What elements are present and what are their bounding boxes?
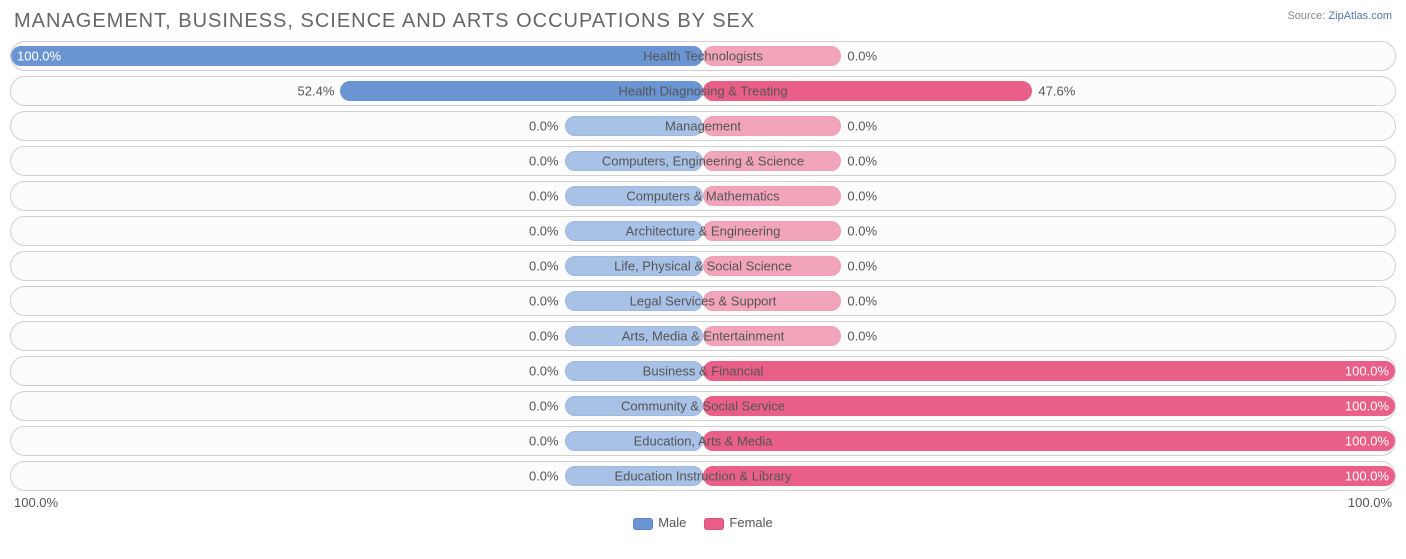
source-label: Source: <box>1287 10 1325 22</box>
female-bar <box>703 256 841 276</box>
source-attribution: Source: ZipAtlas.com <box>1287 10 1392 22</box>
chart-row: 0.0%100.0%Community & Social Service <box>10 391 1396 421</box>
female-bar <box>703 81 1032 101</box>
male-bar <box>565 256 703 276</box>
female-bar <box>703 361 1395 381</box>
chart-row: 0.0%100.0%Education Instruction & Librar… <box>10 461 1396 491</box>
male-bar <box>565 466 703 486</box>
female-value-label: 100.0% <box>1345 364 1389 379</box>
female-value-label: 100.0% <box>1345 469 1389 484</box>
legend-male-swatch <box>633 518 653 530</box>
male-value-label: 0.0% <box>529 364 559 379</box>
male-bar <box>565 221 703 241</box>
chart-row: 0.0%0.0%Arts, Media & Entertainment <box>10 321 1396 351</box>
legend-female: Female <box>704 515 772 530</box>
male-bar <box>565 151 703 171</box>
chart-row: 52.4%47.6%Health Diagnosing & Treating <box>10 76 1396 106</box>
male-value-label: 0.0% <box>529 259 559 274</box>
female-bar <box>703 326 841 346</box>
male-value-label: 0.0% <box>529 399 559 414</box>
chart-row: 0.0%0.0%Management <box>10 111 1396 141</box>
male-bar <box>565 431 703 451</box>
female-value-label: 0.0% <box>847 329 877 344</box>
legend-female-label: Female <box>729 515 772 530</box>
male-value-label: 52.4% <box>298 84 335 99</box>
axis-right-tick: 100.0% <box>1348 495 1392 510</box>
male-value-label: 100.0% <box>17 49 61 64</box>
female-value-label: 0.0% <box>847 224 877 239</box>
legend-male: Male <box>633 515 686 530</box>
male-bar <box>340 81 703 101</box>
female-bar <box>703 46 841 66</box>
female-bar <box>703 116 841 136</box>
male-value-label: 0.0% <box>529 294 559 309</box>
male-bar <box>565 291 703 311</box>
female-bar <box>703 291 841 311</box>
chart-row: 0.0%0.0%Computers & Mathematics <box>10 181 1396 211</box>
male-value-label: 0.0% <box>529 469 559 484</box>
male-value-label: 0.0% <box>529 224 559 239</box>
female-value-label: 0.0% <box>847 189 877 204</box>
axis-left-tick: 100.0% <box>14 495 58 510</box>
female-value-label: 47.6% <box>1038 84 1075 99</box>
chart-title: MANAGEMENT, BUSINESS, SCIENCE AND ARTS O… <box>14 10 1396 33</box>
female-value-label: 0.0% <box>847 259 877 274</box>
legend-male-label: Male <box>658 515 686 530</box>
female-value-label: 100.0% <box>1345 434 1389 449</box>
female-bar <box>703 466 1395 486</box>
female-bar <box>703 186 841 206</box>
male-value-label: 0.0% <box>529 329 559 344</box>
chart-row: 100.0%0.0%Health Technologists <box>10 41 1396 71</box>
x-axis: 100.0% 100.0% <box>10 493 1396 515</box>
female-value-label: 0.0% <box>847 49 877 64</box>
chart-rows: 100.0%0.0%Health Technologists52.4%47.6%… <box>10 41 1396 491</box>
male-value-label: 0.0% <box>529 434 559 449</box>
chart-row: 0.0%0.0%Life, Physical & Social Science <box>10 251 1396 281</box>
chart-row: 0.0%0.0%Computers, Engineering & Science <box>10 146 1396 176</box>
chart-row: 0.0%0.0%Architecture & Engineering <box>10 216 1396 246</box>
female-value-label: 100.0% <box>1345 399 1389 414</box>
female-value-label: 0.0% <box>847 154 877 169</box>
female-bar <box>703 151 841 171</box>
male-bar <box>11 46 703 66</box>
diverging-bar-chart: MANAGEMENT, BUSINESS, SCIENCE AND ARTS O… <box>0 0 1406 559</box>
source-site: ZipAtlas.com <box>1328 10 1392 22</box>
male-bar <box>565 326 703 346</box>
male-bar <box>565 396 703 416</box>
female-value-label: 0.0% <box>847 294 877 309</box>
male-value-label: 0.0% <box>529 154 559 169</box>
female-bar <box>703 396 1395 416</box>
chart-row: 0.0%0.0%Legal Services & Support <box>10 286 1396 316</box>
chart-row: 0.0%100.0%Business & Financial <box>10 356 1396 386</box>
female-value-label: 0.0% <box>847 119 877 134</box>
male-bar <box>565 186 703 206</box>
legend: Male Female <box>10 515 1396 530</box>
chart-row: 0.0%100.0%Education, Arts & Media <box>10 426 1396 456</box>
male-bar <box>565 361 703 381</box>
male-value-label: 0.0% <box>529 189 559 204</box>
legend-female-swatch <box>704 518 724 530</box>
female-bar <box>703 221 841 241</box>
female-bar <box>703 431 1395 451</box>
male-bar <box>565 116 703 136</box>
male-value-label: 0.0% <box>529 119 559 134</box>
